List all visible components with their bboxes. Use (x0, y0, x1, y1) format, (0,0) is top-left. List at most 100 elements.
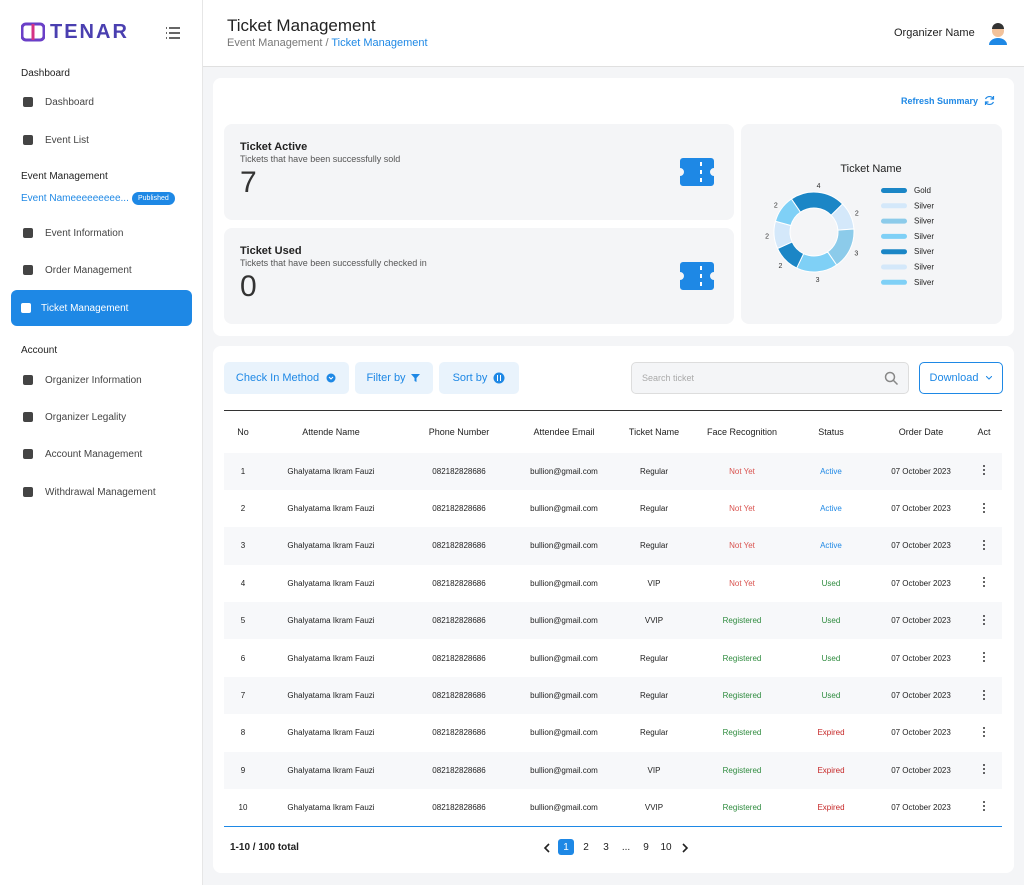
event-name[interactable]: Event Nameeeeeeeee... (21, 193, 129, 204)
page-number[interactable]: 1 (558, 839, 574, 855)
dot (983, 726, 985, 729)
icon (493, 372, 505, 384)
filter-button[interactable]: Filter by (355, 362, 433, 394)
cell: Ghalyatama Ikram Fauzi (287, 728, 375, 738)
cell: Ghalyatama Ikram Fauzi (262, 751, 400, 790)
kebab-icon[interactable] (982, 764, 986, 775)
label: Download (929, 372, 979, 384)
legend-swatch (881, 249, 907, 255)
segment-label: 4 (817, 183, 821, 190)
nav-item[interactable]: Organizer Legality (11, 399, 192, 435)
table-row: 3 Ghalyatama Ikram Fauzi 082182828686 bulli… (224, 527, 1002, 565)
logo-text: TENAR (50, 21, 129, 43)
crumb[interactable]: Event Management (227, 37, 323, 49)
dot (983, 469, 985, 472)
stat-title: Ticket Used (240, 245, 302, 257)
next-page[interactable] (681, 843, 689, 853)
cell: Ghalyatama Ikram Fauzi (262, 789, 400, 827)
nav-item[interactable]: Withdrawal Management (11, 474, 192, 510)
kebab-icon[interactable] (982, 539, 986, 550)
action-cell[interactable] (966, 452, 1002, 490)
action-cell[interactable] (966, 602, 1002, 640)
page-number[interactable]: 9 (643, 841, 649, 853)
label: Order Management (45, 264, 132, 276)
nav-item[interactable]: Organizer Information (11, 362, 192, 398)
cell: Registered (698, 602, 786, 640)
cell: Regular (610, 452, 698, 490)
page-number[interactable]: ... (621, 841, 631, 853)
dot (983, 693, 985, 696)
kebab-icon[interactable] (982, 652, 986, 663)
page-number[interactable]: 2 (583, 841, 589, 853)
label: Event Information (45, 227, 124, 239)
column-header: Ticket Name (610, 410, 698, 453)
legend-swatch (881, 218, 907, 224)
prev-page[interactable] (543, 843, 551, 853)
page-number[interactable]: 10 (660, 841, 672, 853)
menu-toggle[interactable] (166, 27, 180, 39)
kebab-icon[interactable] (982, 689, 986, 700)
action-cell[interactable] (966, 751, 1002, 790)
nav-item[interactable]: Order Management (11, 252, 192, 288)
cell: Expired (786, 751, 876, 790)
action-cell[interactable] (966, 789, 1002, 827)
avatar[interactable] (988, 23, 1008, 45)
kebab-icon[interactable] (982, 502, 986, 513)
cell: 5 (224, 602, 262, 640)
dot (983, 577, 985, 580)
dot (983, 689, 985, 692)
action-cell[interactable] (966, 714, 1002, 751)
ticket-icon (680, 158, 714, 186)
table-row: 4 Ghalyatama Ikram Fauzi 082182828686 bulli… (224, 565, 1002, 602)
cell: bullion@gmail.com (518, 602, 610, 640)
kebab-icon[interactable] (982, 577, 986, 588)
refresh-summary[interactable]: Refresh Summary (901, 96, 979, 106)
icon (23, 97, 33, 107)
page-number[interactable]: 3 (603, 841, 609, 853)
cell: VIP (647, 578, 661, 588)
action-cell[interactable] (966, 490, 1002, 527)
nav-item[interactable]: Event Information (11, 215, 192, 251)
icon (410, 374, 420, 382)
cell: Regular (639, 653, 668, 663)
action-cell[interactable] (966, 639, 1002, 676)
cell: 07 October 2023 (891, 504, 951, 514)
refresh-icon[interactable] (984, 95, 995, 106)
kebab-icon[interactable] (982, 614, 986, 625)
cell: 082182828686 (432, 504, 486, 514)
cell: 9 (224, 751, 262, 790)
nav-item[interactable]: Account Management (11, 436, 192, 472)
action-cell[interactable] (966, 527, 1002, 565)
kebab-icon[interactable] (982, 801, 986, 812)
dot (983, 585, 985, 588)
sort-button[interactable]: Sort by (439, 362, 519, 394)
cell: VVIP (610, 789, 698, 827)
stat-value: 7 (240, 166, 257, 199)
column-header: Attendee Email (518, 410, 610, 453)
cell: Active (786, 452, 876, 490)
user-name[interactable]: Organizer Name (894, 27, 975, 39)
nav-item[interactable]: Event List (11, 122, 192, 158)
breadcrumb: Event Management / Ticket Management (227, 37, 428, 49)
action-cell[interactable] (966, 676, 1002, 715)
cell: 07 October 2023 (876, 789, 966, 827)
icon (21, 303, 31, 313)
search-box[interactable]: Search ticket (631, 362, 909, 394)
label: Sort by (452, 372, 488, 384)
kebab-icon[interactable] (982, 465, 986, 476)
legend-label: Silver (914, 263, 934, 272)
nav-item[interactable]: Ticket Management (11, 290, 192, 326)
cell: Registered (698, 676, 786, 715)
cell: Active (786, 527, 876, 565)
kebab-icon[interactable] (982, 726, 986, 737)
legend-swatch (881, 279, 907, 285)
label: Filter by (366, 372, 406, 384)
check-in-button[interactable]: Check In Method (224, 362, 349, 394)
action-cell[interactable] (966, 565, 1002, 602)
label: Account Management (45, 448, 143, 460)
download-button[interactable]: Download (919, 362, 1003, 394)
nav-item[interactable]: Dashboard (11, 84, 192, 120)
stat-card: Ticket Used Tickets that have been succes… (224, 228, 734, 324)
cell: Ghalyatama Ikram Fauzi (262, 452, 400, 490)
cell: Ghalyatama Ikram Fauzi (262, 602, 400, 640)
